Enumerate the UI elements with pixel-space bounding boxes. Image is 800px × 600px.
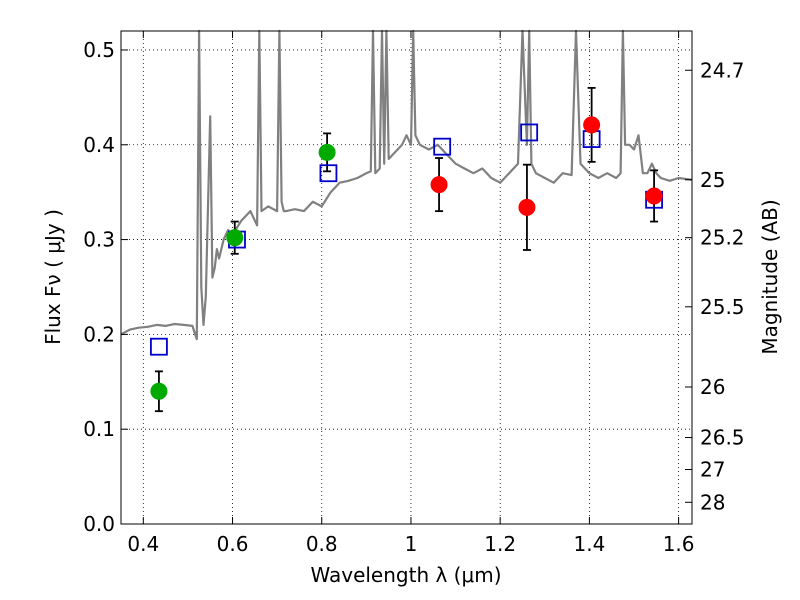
x-tick-label: 1.2: [484, 532, 516, 556]
x-axis-label: Wavelength λ (μm): [310, 563, 501, 587]
x-tick-label: 1: [405, 532, 418, 556]
model-photometry-square: [520, 123, 539, 142]
x-tick-label: 0.4: [127, 532, 159, 556]
y-tick-label: 0.4: [83, 133, 115, 157]
model-photometry-square: [319, 164, 338, 183]
plot-frame: [120, 30, 693, 525]
magnitude-tick-label: 28: [700, 490, 725, 514]
y-tick-labels: 0.0 0.1 0.2 0.3 0.4 0.5: [83, 38, 115, 536]
y-tick-label: 0.2: [83, 322, 115, 346]
photometry-point: [430, 176, 448, 194]
photometry-point: [583, 116, 601, 134]
magnitude-tick-label: 25.5: [700, 295, 745, 319]
magnitude-tick-label: 25.2: [700, 226, 745, 250]
x-tick-label: 1.6: [663, 532, 695, 556]
model-photometry-square: [150, 337, 168, 356]
x-tick-label: 0.8: [306, 532, 338, 556]
y-axis-label: Flux Fν ( μJy ): [41, 209, 65, 345]
observed-photometry-markers: [150, 116, 663, 400]
y-tick-label: 0.0: [83, 512, 115, 536]
magnitude-tick-label: 26: [700, 375, 725, 399]
x-tick-label: 0.6: [217, 532, 249, 556]
magnitude-tick-label: 27: [700, 457, 725, 481]
photometry-point: [518, 198, 536, 216]
magnitude-axis-label: Magnitude (AB): [758, 199, 782, 354]
x-tick-label: 1.4: [573, 532, 605, 556]
magnitude-tick-label: 24.7: [700, 58, 745, 82]
magnitude-tick-label: 25: [700, 168, 725, 192]
magnitude-tick-label: 26.5: [700, 426, 745, 450]
x-tick-labels: 0.4 0.6 0.8 1 1.2 1.4 1.6: [127, 532, 694, 556]
photometry-point: [318, 143, 336, 161]
model-photometry-square: [433, 137, 452, 156]
photometry-point: [645, 187, 663, 205]
photometry-point: [150, 382, 168, 400]
model-spectrum: [120, 29, 693, 341]
axis-ticks: [121, 31, 692, 525]
y-tick-label: 0.1: [83, 417, 115, 441]
spectrum-line: [120, 29, 693, 341]
y-tick-label: 0.5: [83, 38, 115, 62]
photometry-point: [226, 229, 244, 247]
y-tick-label: 0.3: [83, 228, 115, 252]
magnitude-tick-labels: 24.7 25 25.2 25.5 26 26.5 27 28: [700, 58, 745, 514]
